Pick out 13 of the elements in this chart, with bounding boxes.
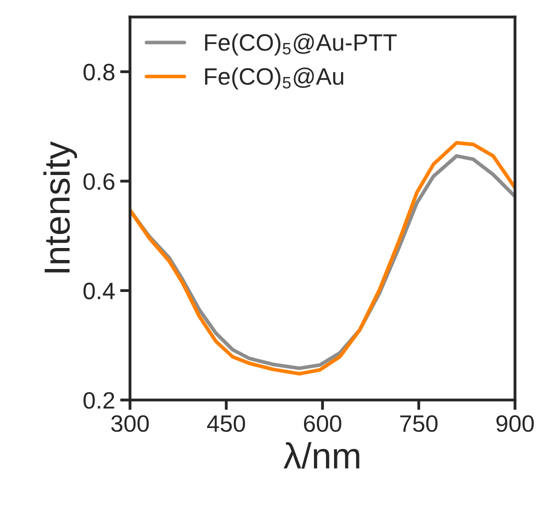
y-tick-label: 0.4	[84, 282, 115, 300]
x-tick-label: 750	[400, 415, 438, 432]
x-axis-title: λ/nm	[284, 442, 360, 469]
y-axis-title: Intensity	[43, 141, 78, 272]
legend-label: Fe(CO)$_{5}$@Au	[205, 68, 344, 90]
y-tick-label: 0.6	[84, 173, 114, 190]
x-tick-label: 300	[111, 415, 149, 432]
x-tick-label: 900	[496, 415, 534, 432]
x-tick-label: 600	[304, 415, 342, 432]
y-tick-label: 0.2	[84, 392, 114, 409]
legend-label: Fe(CO)$_{5}$@Au-PTT	[205, 34, 397, 56]
y-tick-label: 0.8	[84, 64, 114, 80]
x-tick-label: 450	[207, 415, 246, 432]
